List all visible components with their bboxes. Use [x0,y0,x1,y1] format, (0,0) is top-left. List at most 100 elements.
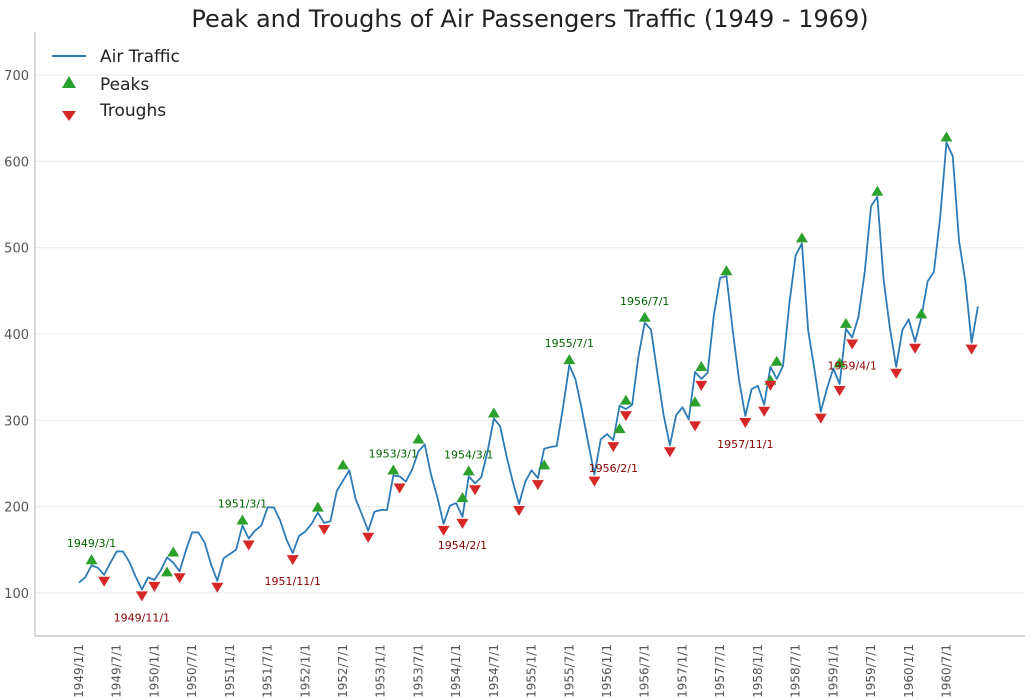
trough-annotation-4: 1957/11/1 [717,438,773,451]
x-tick-label-3: 1950/7/1 [185,644,199,698]
peak-marker-4 [311,501,324,512]
y-tick-label-1: 200 [4,501,29,516]
y-axis-ticks: 100 200 300 400 500 600 700 [4,69,29,602]
peak-marker-22 [833,357,846,368]
peak-marker-12 [563,354,576,365]
troughs-series [98,339,978,602]
trough-marker-10 [437,525,450,536]
legend-label-troughs: Troughs [99,101,166,121]
trough-marker-7 [318,524,331,535]
trough-marker-5 [242,540,255,551]
peak-marker-0 [85,554,98,565]
trough-marker-27 [890,368,903,379]
y-tick-label-2: 300 [4,414,29,429]
peak-marker-20 [770,355,783,366]
trough-marker-12 [469,485,482,496]
x-tick-label-0: 1949/1/1 [72,644,86,698]
y-tick-label-3: 400 [4,328,29,343]
trough-marker-2 [148,581,161,592]
x-tick-label-7: 1952/7/1 [336,644,350,698]
trough-marker-9 [393,483,406,494]
trough-marker-24 [814,413,827,424]
trough-marker-17 [619,411,632,422]
grid-lines [35,74,1025,594]
trough-marker-18 [663,447,676,458]
trough-marker-1 [135,591,148,602]
peak-annotation-3: 1954/3/1 [444,448,493,461]
x-tick-label-1: 1949/7/1 [110,644,124,698]
x-tick-label-6: 1952/1/1 [298,644,312,698]
peak-marker-9 [462,465,475,476]
peak-marker-6 [387,464,400,475]
trough-annotation-2: 1954/2/1 [438,539,487,552]
peak-marker-21 [795,232,808,243]
peak-annotation-4: 1955/7/1 [545,337,594,350]
peak-marker-23 [839,317,852,328]
peak-marker-18 [720,265,733,276]
y-tick-label-6: 700 [4,69,29,84]
x-tick-label-8: 1953/1/1 [374,644,388,698]
legend: Air Traffic Peaks Troughs [52,47,180,121]
x-tick-label-11: 1954/7/1 [487,644,501,698]
x-tick-label-4: 1951/1/1 [223,644,237,698]
trough-marker-14 [531,480,544,491]
y-tick-label-4: 500 [4,242,29,257]
peak-annotation-2: 1953/3/1 [369,448,418,461]
x-tick-label-17: 1957/7/1 [713,644,727,698]
peak-marker-5 [337,459,350,470]
trough-marker-20 [695,380,708,391]
legend-label-peaks: Peaks [100,75,149,95]
peak-marker-8 [456,492,469,503]
peak-marker-17 [695,360,708,371]
legend-label-air-traffic: Air Traffic [100,47,180,67]
trough-marker-19 [689,421,702,432]
trough-marker-0 [98,576,111,587]
trough-marker-26 [846,339,859,350]
air-traffic-series [78,141,979,591]
peak-marker-26 [940,131,953,142]
trough-marker-13 [513,505,526,516]
legend-swatch-troughs [62,111,76,121]
x-tick-label-9: 1953/7/1 [411,644,425,698]
trough-annotation-0: 1949/11/1 [114,611,170,624]
peak-marker-10 [487,407,500,418]
peak-marker-16 [689,396,702,407]
trough-marker-15 [588,476,601,487]
peak-marker-13 [613,423,626,434]
peak-marker-11 [538,459,551,470]
trough-marker-29 [965,344,978,355]
x-tick-label-14: 1956/1/1 [600,644,614,698]
peak-marker-3 [236,514,249,525]
y-tick-label-0: 100 [4,587,29,602]
trough-marker-4 [211,582,224,593]
legend-swatch-peaks [62,76,76,88]
chart-title: Peak and Troughs of Air Passengers Traff… [191,5,868,33]
x-tick-label-22: 1960/1/1 [902,644,916,698]
x-tick-label-5: 1951/7/1 [261,644,275,698]
peak-marker-2 [167,546,180,557]
trough-marker-25 [833,386,846,397]
x-tick-label-21: 1959/7/1 [864,644,878,698]
x-tick-label-20: 1959/1/1 [826,644,840,698]
trough-marker-23 [764,380,777,391]
peak-marker-7 [412,433,425,444]
air-traffic-line [78,141,979,591]
trough-marker-16 [607,442,620,453]
trough-annotation-3: 1956/2/1 [589,462,638,475]
x-tick-label-18: 1958/1/1 [751,644,765,698]
trough-marker-3 [173,573,186,584]
peak-marker-1 [161,566,174,577]
x-tick-label-12: 1955/1/1 [525,644,539,698]
peak-marker-15 [638,311,651,322]
trough-marker-6 [286,555,299,566]
x-tick-label-15: 1956/7/1 [638,644,652,698]
x-axis-ticks: 1949/1/1 1949/7/1 1950/1/1 1950/7/1 1951/1/1… [72,644,953,698]
trough-annotation-5: 1959/4/1 [827,359,876,372]
annotations: 1949/3/1 1951/3/1 1953/3/1 1954/3/1 1955/7/1… [67,295,877,625]
trough-marker-8 [362,532,375,543]
trough-marker-28 [909,343,922,354]
peaks-series [85,131,953,577]
peak-marker-25 [915,308,928,319]
peak-annotation-1: 1951/3/1 [218,498,267,511]
